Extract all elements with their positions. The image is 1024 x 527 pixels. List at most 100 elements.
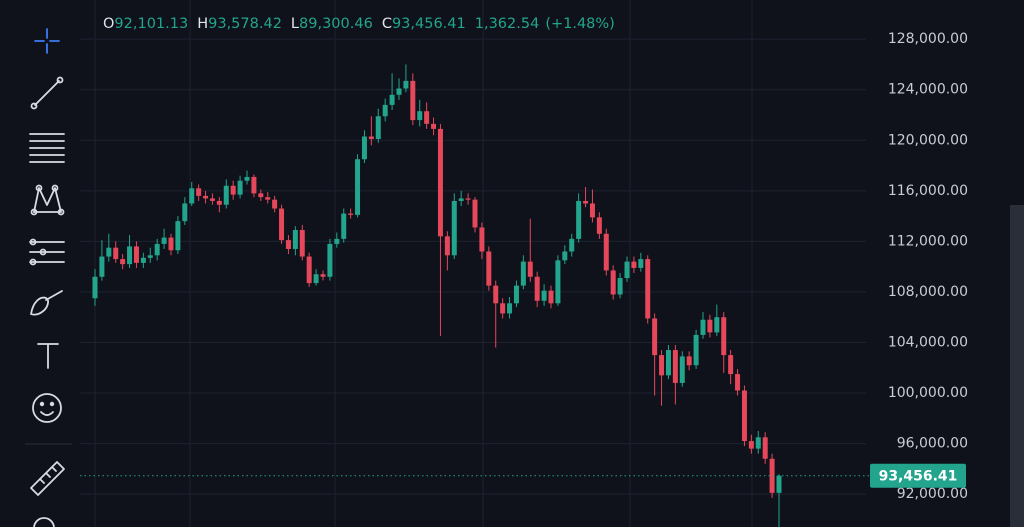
candle-body (189, 188, 195, 204)
candle-body (624, 261, 630, 279)
candle-body (292, 230, 298, 249)
candle-body (576, 200, 582, 239)
candle-body (341, 213, 347, 239)
emoji-tool[interactable] (32, 393, 62, 423)
candle-body (327, 243, 333, 277)
candle-body (182, 203, 188, 222)
candle-body (168, 237, 174, 251)
zoom-tool[interactable] (33, 517, 55, 527)
brush-tool[interactable] (30, 290, 63, 316)
ruler-tool[interactable] (30, 461, 65, 496)
candle-body (583, 200, 589, 204)
y-tick-label: 104,000.00 (888, 334, 968, 350)
candle-body (216, 200, 222, 205)
y-tick-label: 128,000.00 (888, 31, 968, 47)
y-tick-label: 112,000.00 (888, 233, 968, 249)
candle-body (562, 251, 568, 261)
candle-body (265, 197, 271, 200)
candle-body (472, 199, 478, 228)
y-tick-label: 108,000.00 (888, 284, 968, 300)
candle-body (410, 80, 416, 121)
candle-body (755, 437, 761, 449)
candle-body (203, 195, 209, 199)
y-tick-label: 92,000.00 (897, 486, 968, 502)
candle-body (106, 247, 112, 257)
candle-body (693, 334, 699, 366)
candle-body (444, 236, 450, 256)
candle-body (355, 159, 361, 215)
candle-body (437, 128, 443, 237)
candle-body (237, 180, 243, 195)
candle-body (403, 80, 409, 89)
candle-body (672, 350, 678, 383)
candle-body (154, 243, 160, 256)
candle-body (741, 390, 747, 442)
candle-body (513, 285, 519, 304)
candle-body (534, 276, 540, 301)
candle-body (500, 303, 506, 314)
candle-body (113, 247, 119, 260)
candle-body (368, 136, 374, 140)
candle-body (272, 199, 278, 209)
candle-body (389, 94, 395, 105)
candle-body (375, 116, 381, 140)
candle-body (479, 227, 485, 252)
y-tick-label: 120,000.00 (888, 132, 968, 148)
candle-body (92, 276, 98, 299)
plot-area (80, 38, 870, 527)
candle-body (140, 257, 146, 263)
candle-body (451, 200, 457, 256)
candle-body (769, 458, 775, 493)
candle-body (465, 198, 471, 200)
candle-body (120, 259, 126, 265)
candle-body (99, 256, 105, 277)
candle-body (555, 260, 561, 304)
text-tool[interactable] (37, 343, 59, 369)
price-axis: 92,000.00 96,000.00 100,000.00 104,000.00 10… (870, 31, 968, 502)
candle-body (258, 193, 264, 198)
candle-body (209, 198, 215, 201)
candle-body (569, 238, 575, 252)
horizontal-lines-tool[interactable] (29, 133, 65, 163)
candle-body (520, 261, 526, 286)
trend-line-tool[interactable] (30, 76, 64, 110)
candle-body (527, 261, 533, 277)
candle-body (762, 437, 768, 459)
ohlc-key: O (103, 16, 114, 32)
candle-body (507, 303, 513, 314)
candle-body (251, 176, 257, 194)
candle-body (424, 111, 430, 124)
pattern-tool[interactable] (30, 184, 65, 216)
forecast-tool[interactable] (29, 238, 65, 266)
candle-body (313, 274, 319, 284)
candle-body (161, 237, 167, 244)
candle-body (700, 319, 706, 335)
candle-body (230, 185, 236, 195)
candle-body (645, 259, 651, 319)
candle-body (638, 259, 644, 268)
candle-body (665, 350, 671, 376)
candle-body (548, 290, 554, 304)
candle-body (334, 238, 340, 244)
candle-body (652, 318, 658, 356)
candle-body (603, 233, 609, 271)
ohlc-value: 92,101.13 (114, 16, 188, 32)
candle-body (382, 104, 388, 117)
candle-body (728, 355, 734, 375)
crosshair-tool[interactable] (34, 28, 60, 54)
candle-body (147, 255, 153, 258)
candle-body (589, 203, 595, 218)
ohlc-key: L (291, 16, 299, 32)
candle-body (721, 317, 727, 356)
y-tick-label: 96,000.00 (897, 436, 968, 452)
candle-body (320, 274, 326, 277)
candle-body (776, 475, 782, 493)
y-tick-label: 116,000.00 (888, 183, 968, 199)
ohlc-value: 89,300.46 (299, 16, 373, 32)
candle-body (707, 319, 713, 333)
candle-body (127, 246, 133, 265)
scrollbar[interactable] (1010, 205, 1024, 527)
candle-body (679, 356, 685, 383)
